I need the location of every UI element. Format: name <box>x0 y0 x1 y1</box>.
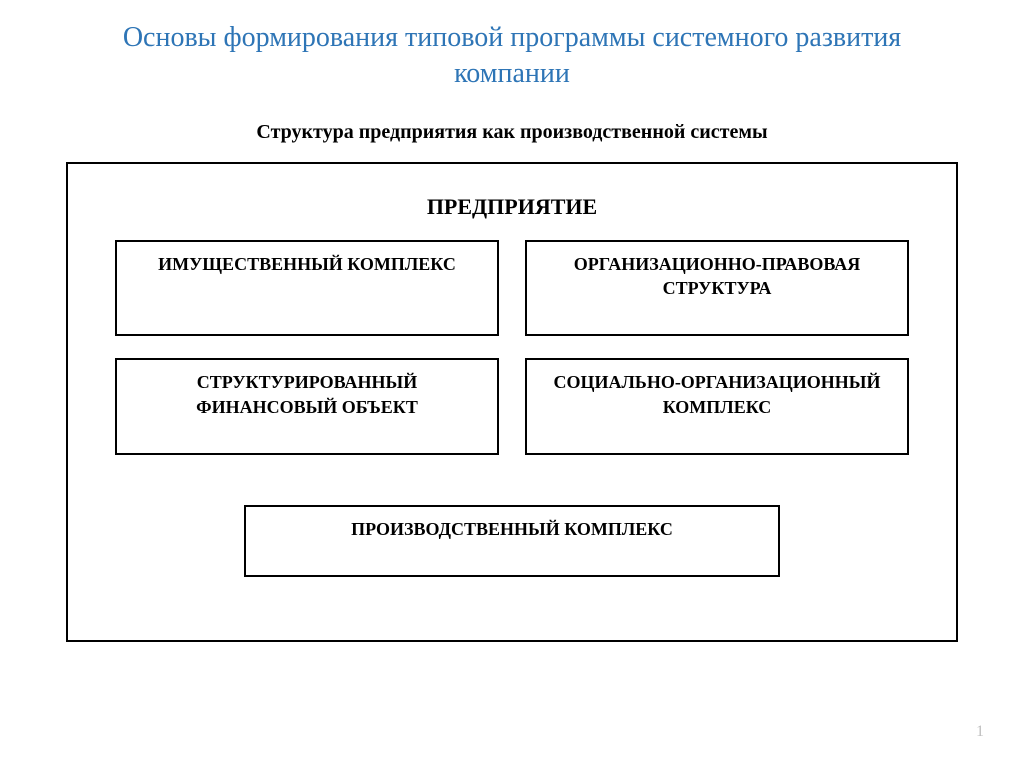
row-3: ПРОИЗВОДСТВЕННЫЙ КОМПЛЕКС <box>88 505 936 577</box>
slide-title-text: Основы формирования типовой программы си… <box>123 22 901 89</box>
cell-label: ИМУЩЕСТВЕННЫЙ КОМПЛЕКС <box>158 252 456 276</box>
cell-production-complex: ПРОИЗВОДСТВЕННЫЙ КОМПЛЕКС <box>244 505 780 577</box>
cell-org-legal-structure: ОРГАНИЗАЦИОННО-ПРАВОВАЯ СТРУКТУРА <box>525 240 909 337</box>
cell-label: ПРОИЗВОДСТВЕННЫЙ КОМПЛЕКС <box>351 517 673 541</box>
enterprise-heading: ПРЕДПРИЯТИЕ <box>88 194 936 220</box>
page-number: 1 <box>976 723 984 741</box>
cell-structured-financial-object: СТРУКТУРИРОВАННЫЙ ФИНАНСОВЫЙ ОБЪЕКТ <box>115 358 499 455</box>
slide-title: Основы формирования типовой программы си… <box>40 20 984 93</box>
cell-property-complex: ИМУЩЕСТВЕННЫЙ КОМПЛЕКС <box>115 240 499 337</box>
row-1: ИМУЩЕСТВЕННЫЙ КОМПЛЕКС ОРГАНИЗАЦИОННО-ПР… <box>88 240 936 337</box>
cell-label: СТРУКТУРИРОВАННЫЙ ФИНАНСОВЫЙ ОБЪЕКТ <box>129 370 485 419</box>
cell-label: СОЦИАЛЬНО-ОРГАНИЗАЦИОННЫЙ КОМПЛЕКС <box>539 370 895 419</box>
slide-subtitle: Структура предприятия как производственн… <box>40 121 984 144</box>
enterprise-container: ПРЕДПРИЯТИЕ ИМУЩЕСТВЕННЫЙ КОМПЛЕКС ОРГАН… <box>66 162 958 642</box>
cell-label: ОРГАНИЗАЦИОННО-ПРАВОВАЯ СТРУКТУРА <box>539 252 895 301</box>
row-2: СТРУКТУРИРОВАННЫЙ ФИНАНСОВЫЙ ОБЪЕКТ СОЦИ… <box>88 358 936 455</box>
cell-social-org-complex: СОЦИАЛЬНО-ОРГАНИЗАЦИОННЫЙ КОМПЛЕКС <box>525 358 909 455</box>
